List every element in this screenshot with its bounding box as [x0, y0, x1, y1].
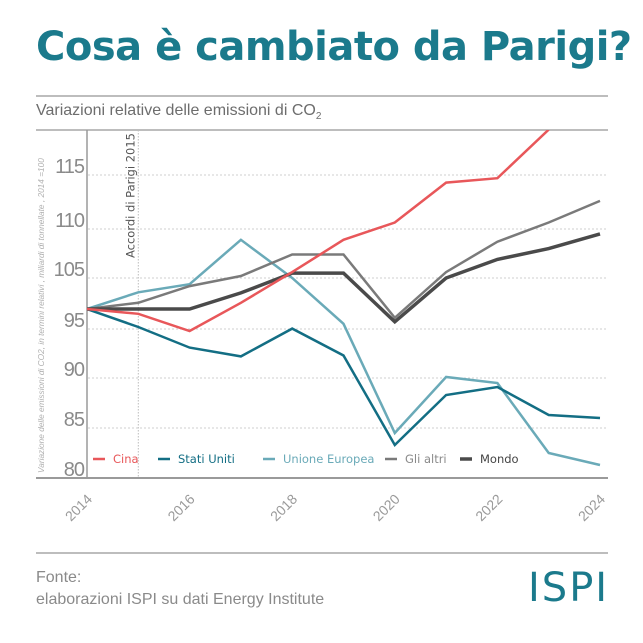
- x-tick-label: 2018: [267, 491, 300, 524]
- y-tick-label: 80: [64, 459, 85, 481]
- y-tick-label: 110: [55, 210, 85, 232]
- legend-item-unione-europea: Unione Europea: [283, 452, 374, 466]
- legend-item-stati-uniti: Stati Uniti: [178, 452, 235, 466]
- x-tick-label: 2014: [62, 491, 95, 524]
- x-tick-label: 2020: [370, 491, 403, 524]
- x-tick-label: 2016: [164, 491, 197, 524]
- ispi-logo: ISPI: [528, 565, 610, 611]
- series-line-gli-altri: [87, 199, 601, 320]
- source-label: Fonte:: [36, 569, 82, 586]
- series-line-mondo: [87, 232, 601, 325]
- footer-divider: [36, 552, 608, 554]
- y-tick-label: 105: [54, 259, 85, 281]
- y-axis-label: Variazione delle emissioni di CO2, in te…: [36, 158, 46, 473]
- title-divider: [36, 95, 608, 97]
- series-line-unione-europea: [87, 238, 601, 467]
- series-line-cina: [87, 130, 550, 333]
- source-block: Fonte: elaborazioni ISPI su dati Energy …: [36, 567, 324, 611]
- y-tick-label: 85: [64, 409, 85, 431]
- series-line-stati-uniti: [87, 307, 601, 448]
- legend-item-gli-altri: Gli altri: [405, 452, 447, 466]
- y-tick-label: 90: [64, 359, 85, 381]
- chart-subtitle: Variazioni relative delle emissioni di C…: [36, 102, 321, 122]
- page-title: Cosa è cambiato da Parigi?: [36, 24, 632, 70]
- y-tick-label: 115: [55, 156, 85, 178]
- chart-subtitle-text: Variazioni relative delle emissioni di C…: [36, 102, 316, 119]
- chart-subtitle-subscript: 2: [315, 111, 322, 123]
- paris-agreement-label: Accordi di Parigi 2015: [123, 133, 137, 258]
- legend-item-cina: Cina: [113, 452, 139, 466]
- x-tick-label: 2024: [575, 491, 608, 524]
- source-text: elaborazioni ISPI su dati Energy Institu…: [36, 591, 325, 608]
- legend-item-mondo: Mondo: [480, 452, 519, 466]
- chart-top-rule: [36, 129, 608, 131]
- x-tick-label: 2022: [472, 491, 505, 524]
- y-tick-label: 95: [64, 310, 85, 332]
